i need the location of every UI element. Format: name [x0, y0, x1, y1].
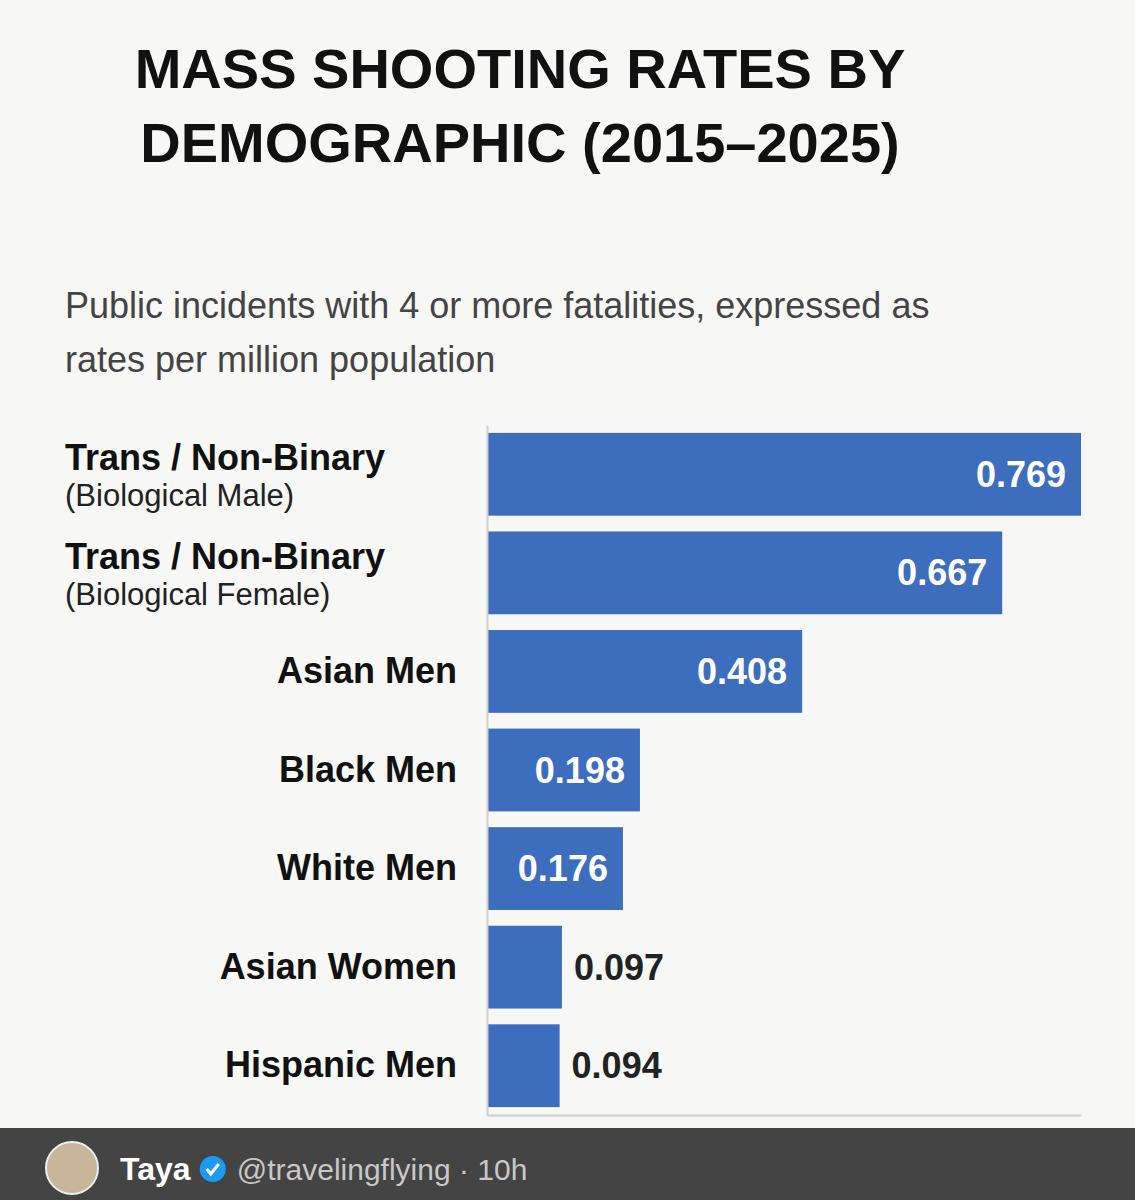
- x-axis: [488, 1115, 1082, 1116]
- verified-badge: [200, 1156, 226, 1182]
- y-tick-label: Asian Men: [277, 650, 457, 691]
- data-label: 0.198: [535, 750, 625, 791]
- y-tick-label: White Men: [277, 847, 457, 888]
- post-author[interactable]: Taya: [120, 1151, 191, 1187]
- y-tick: White Men: [277, 847, 457, 888]
- text-line: MASS SHOOTING RATES BY: [135, 37, 906, 100]
- chart-svg: MASS SHOOTING RATES BY DEMOGRAPHIC (2015–…: [0, 0, 1135, 1200]
- label-line: Trans / Non-Binary: [65, 437, 385, 478]
- post-footer: Taya @travelingflying · 10h: [0, 1128, 1135, 1200]
- y-tick: Asian Women: [220, 946, 457, 987]
- label-line: Trans / Non-Binary: [65, 536, 385, 577]
- y-tick-label: Trans / Non-Binary(Biological Female): [65, 536, 385, 612]
- label-line: (Biological Male): [65, 478, 294, 513]
- chart-title: MASS SHOOTING RATES BY DEMOGRAPHIC (2015–…: [135, 37, 906, 174]
- bar: [487, 926, 562, 1009]
- bar: [487, 729, 640, 812]
- text-line: rates per million population: [65, 339, 495, 380]
- data-label: 0.769: [976, 454, 1066, 495]
- y-tick-label: Black Men: [279, 749, 457, 790]
- label-line: (Biological Female): [65, 577, 330, 612]
- bar: [487, 531, 1002, 614]
- y-tick: Black Men: [279, 749, 457, 790]
- data-label: 0.408: [697, 651, 787, 692]
- bars: [487, 433, 1081, 1107]
- x-axis-line: [488, 1115, 1082, 1117]
- y-tick: Trans / Non-Binary(Biological Female): [65, 536, 385, 612]
- bar: [487, 433, 1081, 516]
- bar: [487, 1024, 560, 1107]
- data-label: 0.097: [574, 947, 664, 988]
- text-line: DEMOGRAPHIC (2015–2025): [140, 111, 899, 174]
- post-handle[interactable]: @travelingflying · 10h: [237, 1153, 528, 1186]
- data-labels: 0.769 0.667 0.408 0.198 0.176 0.097 0.094: [518, 454, 1066, 1086]
- data-label: 0.667: [897, 552, 987, 593]
- bar: [487, 827, 623, 910]
- data-label: 0.176: [518, 848, 608, 889]
- chart-container: MASS SHOOTING RATES BY DEMOGRAPHIC (2015–…: [0, 0, 1135, 1200]
- bar: [487, 630, 802, 713]
- y-tick-label: Asian Women: [220, 946, 457, 987]
- background: [0, 0, 1135, 1200]
- data-label: 0.094: [572, 1045, 662, 1086]
- chart-subtitle: Public incidents with 4 or more fataliti…: [65, 285, 929, 380]
- footer-background: [0, 1128, 1135, 1200]
- y-axis-line: [487, 426, 489, 1116]
- y-tick: Hispanic Men: [225, 1044, 457, 1085]
- y-tick-label: Trans / Non-Binary(Biological Male): [65, 437, 385, 513]
- y-axis: Trans / Non-Binary(Biological Male)Trans…: [65, 426, 488, 1116]
- y-tick-label: Hispanic Men: [225, 1044, 457, 1085]
- avatar[interactable]: [46, 1142, 98, 1194]
- verified-check: [207, 1164, 219, 1174]
- text-line: Public incidents with 4 or more fataliti…: [65, 285, 929, 326]
- y-tick: Trans / Non-Binary(Biological Male): [65, 437, 385, 513]
- y-tick: Asian Men: [277, 650, 457, 691]
